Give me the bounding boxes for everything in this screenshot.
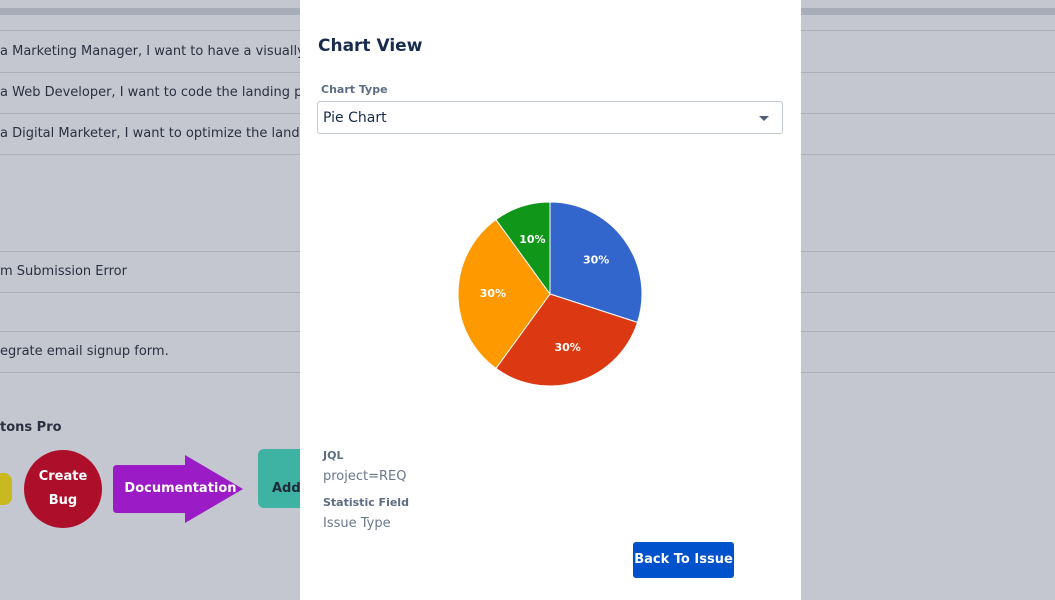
section-title: tons Pro [0, 420, 62, 435]
button-shape[interactable] [0, 473, 12, 505]
modal: Chart View Chart Type Pie Chart 30% 30% 30… [300, 0, 801, 600]
slice-label: 30% [480, 287, 506, 300]
field-label: JQL [323, 449, 344, 462]
back-button[interactable]: Back To Issue [633, 542, 734, 578]
row[interactable]: a Web Developer, I want to code the land… [0, 85, 319, 100]
row[interactable]: a Marketing Manager, I want to have a vi… [0, 44, 326, 59]
pie-chart: 30% 30% 30% 10% [457, 201, 643, 387]
field-label: Chart Type [321, 83, 388, 96]
slice-label: 30% [583, 253, 609, 266]
arrow-button[interactable] [113, 455, 245, 523]
modal-title: Chart View [318, 36, 423, 56]
pie-slice [495, 201, 551, 296]
slice-label: 10% [519, 233, 545, 246]
select[interactable]: Pie Chart [317, 101, 783, 134]
field-value: Issue Type [323, 516, 391, 531]
documentation-button[interactable]: Documentation [124, 481, 237, 496]
dropdown-icon [759, 116, 769, 121]
row[interactable]: m Submission Error [0, 264, 127, 279]
row[interactable]: a Digital Marketer, I want to optimize t… [0, 126, 320, 141]
field-label: Statistic Field [323, 496, 409, 509]
pie-slice [457, 218, 551, 370]
field-value: project=REQ [323, 469, 407, 484]
select-value: Pie Chart [323, 110, 387, 126]
row[interactable]: egrate email signup form. [0, 344, 169, 359]
slice-label: 30% [554, 341, 580, 354]
pie-slice [495, 293, 639, 387]
create-bug-button[interactable]: Create Bug [24, 450, 102, 528]
pie-slice [549, 201, 643, 324]
